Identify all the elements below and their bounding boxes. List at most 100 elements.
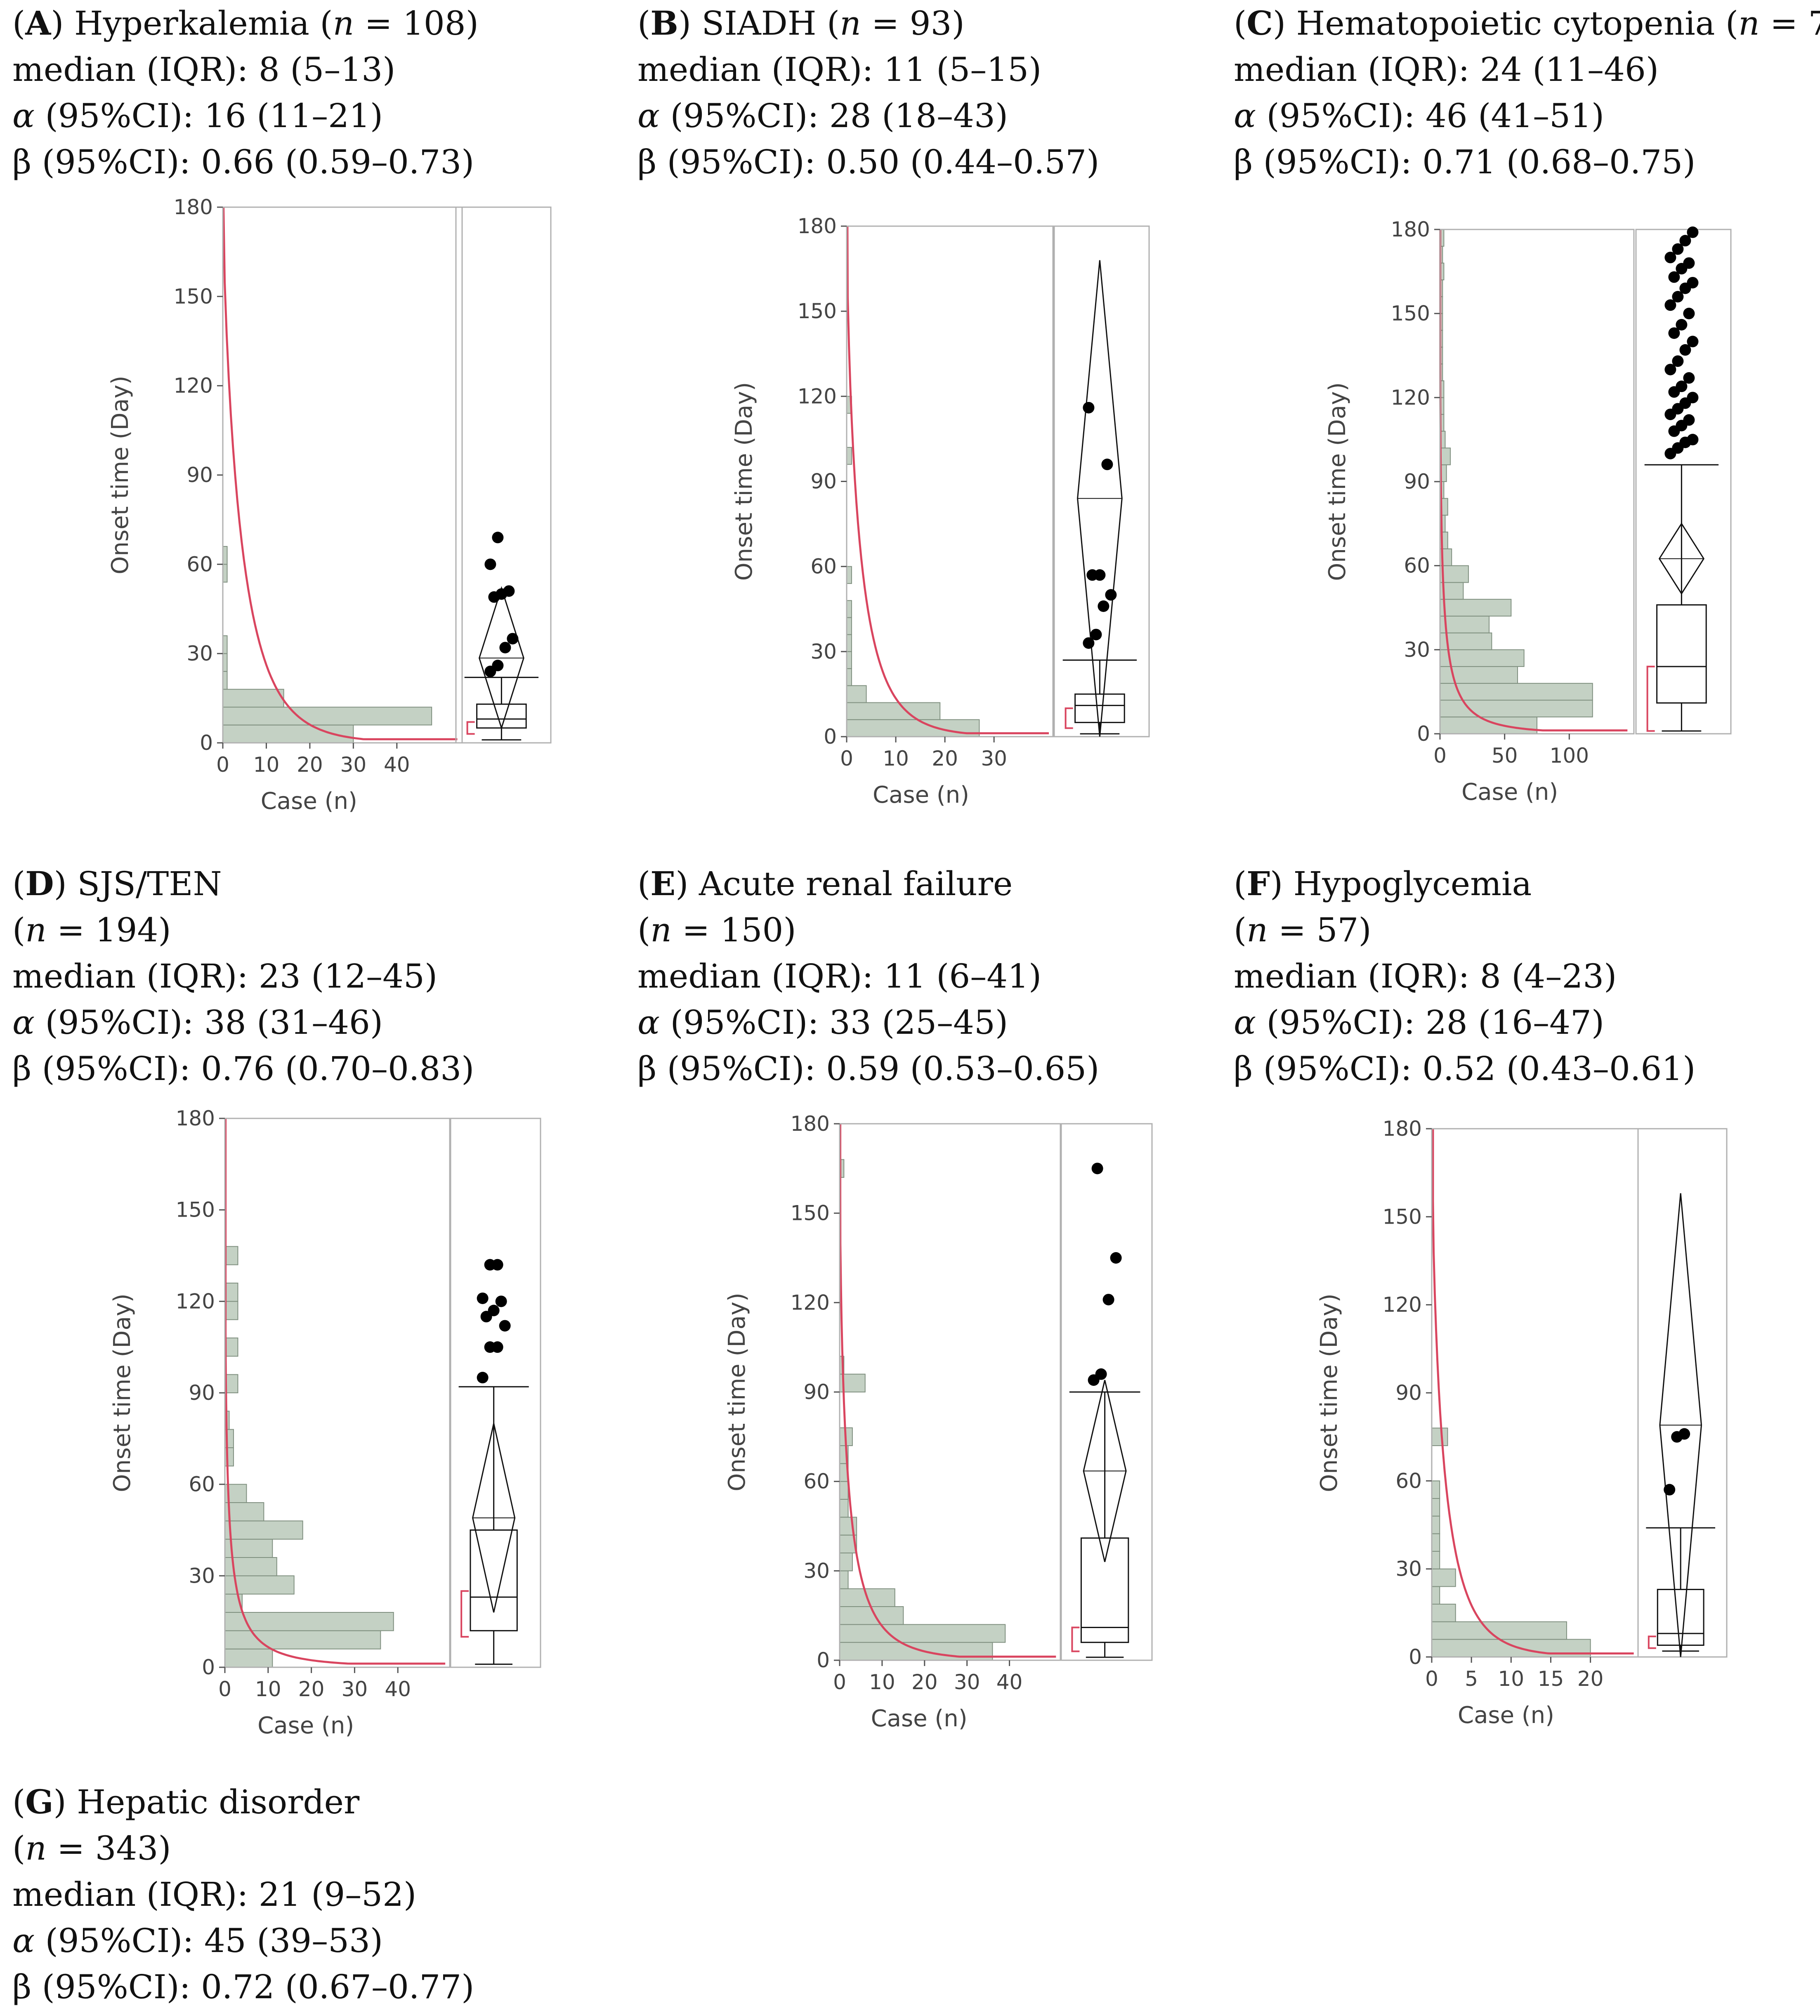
y-tick-label: 30: [189, 1564, 215, 1588]
box-iqr: [1656, 604, 1707, 704]
case-count: 57: [1316, 911, 1359, 949]
x-tick-label: 40: [996, 1670, 1023, 1694]
panel-letter: E: [650, 864, 676, 903]
panel-title: Hepatic disorder: [77, 1783, 360, 1821]
outlier-point: [503, 585, 515, 597]
boxplot-frame: [455, 206, 552, 744]
panel-letter: G: [25, 1782, 54, 1821]
histogram-bar: [846, 634, 852, 652]
y-tick-label: 30: [810, 640, 837, 664]
alpha-ci: 16 (11–21): [204, 97, 383, 135]
y-tick-label: 120: [174, 374, 213, 398]
shortest-half-bracket: [1648, 1635, 1656, 1649]
outlier-point: [1683, 372, 1695, 384]
panel-header: (A) Hyperkalemia (n = 108) median (IQR):…: [12, 4, 479, 181]
histogram-bar: [839, 1570, 849, 1589]
histogram-bar: [846, 651, 852, 669]
y-axis-label: Onset time (Day): [107, 376, 134, 574]
histogram-bar: [1431, 1621, 1567, 1640]
y-tick-label: 120: [176, 1289, 215, 1313]
histogram-bar: [1440, 599, 1512, 617]
y-tick-label: 120: [1383, 1293, 1422, 1317]
outlier-point: [488, 1305, 500, 1316]
y-tick-label: 150: [176, 1198, 215, 1222]
panel-title: Hypoglycemia: [1293, 865, 1532, 903]
y-tick-label: 120: [791, 1290, 830, 1314]
chart-hypoglycemia: 0 30 60 90 120 150 180 0 5 10 15 20 Case (n) Onset ti…: [1316, 1117, 1728, 1729]
median-iqr: 11 (6–41): [883, 957, 1042, 995]
x-tick-label: 50: [1492, 744, 1518, 768]
histogram-bar: [1440, 649, 1525, 667]
outlier-point: [1687, 277, 1699, 288]
y-axis-label: Onset time (Day): [731, 382, 758, 581]
y-tick-label: 30: [186, 642, 213, 666]
histogram-frame: [839, 1123, 1061, 1661]
outlier-point: [1101, 459, 1113, 470]
x-tick-label: 40: [385, 1677, 411, 1701]
case-count: 748: [1808, 4, 1820, 43]
outlier-point: [499, 642, 511, 654]
x-tick-label: 20: [911, 1670, 938, 1694]
y-tick-label: 150: [798, 299, 837, 323]
outlier-point: [1090, 629, 1102, 640]
y-tick-label: 90: [186, 463, 213, 487]
outlier-point: [1687, 336, 1699, 347]
histogram-bar: [1431, 1551, 1440, 1569]
x-tick-label: 30: [954, 1670, 980, 1694]
outlier-point: [1668, 271, 1680, 283]
histogram-bar: [846, 566, 852, 584]
outlier-point: [491, 1341, 503, 1353]
outlier-point: [1683, 257, 1695, 269]
outlier-point: [1676, 319, 1688, 331]
median-iqr: 11 (5–15): [883, 50, 1042, 89]
x-tick-label: 40: [384, 753, 410, 777]
outlier-point: [1091, 1163, 1103, 1175]
y-tick-label: 120: [798, 384, 837, 408]
x-tick-label: 5: [1465, 1667, 1478, 1691]
outlier-point: [1687, 434, 1699, 446]
y-tick-label: 150: [1383, 1205, 1422, 1229]
outlier-point: [1105, 589, 1117, 601]
outlier-point: [1664, 1484, 1676, 1496]
y-tick-label: 60: [1395, 1469, 1422, 1493]
case-count: 194: [95, 911, 158, 949]
beta-ci: 0.71 (0.68–0.75): [1422, 143, 1696, 181]
histogram-bar: [1440, 565, 1469, 583]
x-axis-label: Case (n): [871, 1705, 968, 1732]
histogram-bar: [224, 1520, 303, 1540]
box-iqr: [1657, 1588, 1704, 1646]
chart-acute-renal-failure: 0 30 60 90 120 150 180 0 10 20 30 40 Case (n) Onset t…: [724, 1112, 1153, 1732]
chart-hyperkalemia: 0 30 60 90 120 150 180 0 10 20 30 40 Case (n) Onset t…: [107, 195, 552, 815]
x-tick-label: 30: [981, 747, 1007, 770]
y-tick-label: 150: [791, 1201, 830, 1225]
histogram-bar: [224, 1648, 273, 1668]
x-tick-label: 0: [216, 753, 229, 777]
beta-ci: 0.76 (0.70–0.83): [201, 1049, 474, 1088]
histogram-bar: [839, 1499, 849, 1518]
y-tick-label: 60: [803, 1470, 830, 1494]
x-axis-label: Case (n): [1461, 779, 1558, 806]
outlier-point: [1098, 600, 1109, 612]
boxplot-frame: [1053, 225, 1150, 737]
y-tick-label: 0: [1409, 1645, 1422, 1669]
histogram-bar: [846, 600, 852, 618]
outlier-point: [492, 532, 504, 544]
histogram-bar: [1440, 700, 1593, 718]
outlier-point: [1687, 226, 1699, 238]
y-tick-label: 0: [824, 725, 837, 749]
chart-hematopoietic-cytopenia: 0 30 60 90 120 150 180 0 50 100 Case (n) Onset time…: [1324, 217, 1732, 806]
outlier-point: [1664, 251, 1676, 263]
histogram-bar: [1431, 1533, 1440, 1552]
x-tick-label: 10: [255, 1677, 281, 1701]
x-tick-label: 10: [253, 753, 280, 777]
boxplot-frame: [450, 1118, 541, 1668]
histogram-bar: [846, 685, 867, 703]
x-axis-label: Case (n): [261, 788, 357, 815]
histogram-bar: [222, 653, 228, 672]
y-tick-label: 150: [174, 284, 213, 308]
histogram-bar: [1440, 683, 1593, 701]
outlier-point: [1683, 414, 1695, 426]
histogram-bar: [846, 617, 852, 635]
alpha-ci: 28 (18–43): [829, 97, 1008, 135]
alpha-ci: 46 (41–51): [1425, 97, 1605, 135]
